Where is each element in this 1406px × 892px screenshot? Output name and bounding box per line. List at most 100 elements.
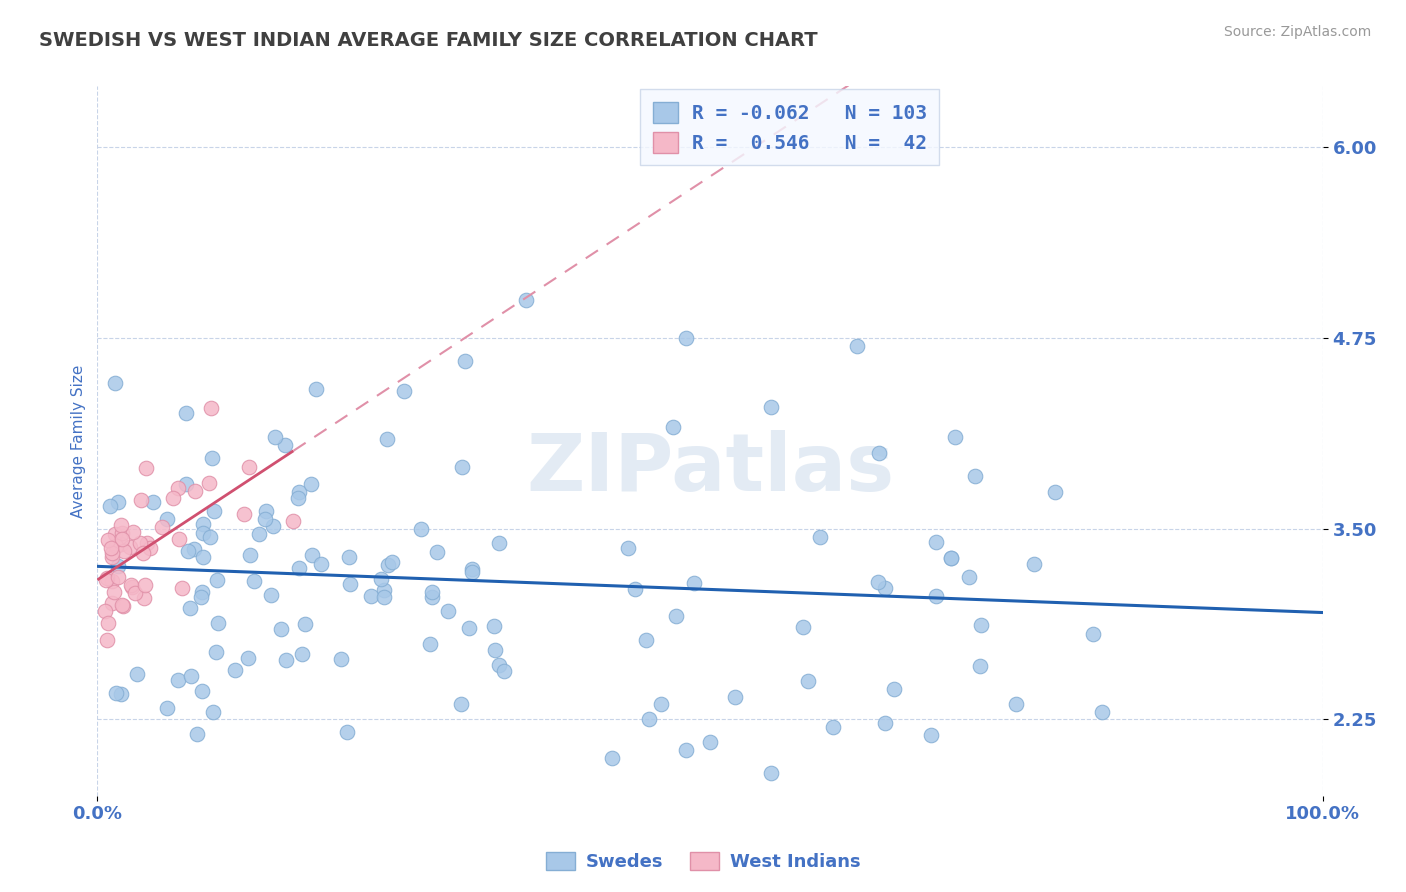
- Point: [170, 581, 193, 595]
- Point: [101, 574, 124, 588]
- Point: [238, 460, 260, 475]
- Point: [287, 491, 309, 505]
- Point: [180, 668, 202, 682]
- Point: [821, 720, 844, 734]
- Point: [176, 477, 198, 491]
- Point: [873, 716, 896, 731]
- Point: [461, 565, 484, 579]
- Point: [683, 576, 706, 591]
- Point: [939, 550, 962, 565]
- Point: [111, 532, 134, 546]
- Point: [436, 604, 458, 618]
- Point: [617, 541, 640, 556]
- Point: [330, 651, 353, 665]
- Point: [110, 687, 132, 701]
- Point: [451, 460, 474, 475]
- Point: [309, 558, 332, 572]
- Point: [111, 598, 134, 612]
- Point: [375, 432, 398, 446]
- Point: [515, 293, 537, 307]
- Point: [205, 573, 228, 587]
- Point: [458, 621, 481, 635]
- Text: ZIPatlas: ZIPatlas: [526, 431, 894, 508]
- Point: [454, 354, 477, 368]
- Text: Source: ZipAtlas.com: Source: ZipAtlas.com: [1223, 25, 1371, 39]
- Point: [426, 545, 449, 559]
- Point: [97, 533, 120, 548]
- Point: [301, 548, 323, 562]
- Point: [969, 659, 991, 673]
- Point: [96, 571, 118, 585]
- Point: [305, 382, 328, 396]
- Point: [103, 585, 125, 599]
- Point: [873, 582, 896, 596]
- Legend: R = -0.062   N = 103, R =  0.546   N =  42: R = -0.062 N = 103, R = 0.546 N = 42: [640, 89, 939, 165]
- Point: [264, 430, 287, 444]
- Point: [883, 681, 905, 696]
- Point: [665, 608, 688, 623]
- Point: [174, 406, 197, 420]
- Point: [957, 570, 980, 584]
- Point: [104, 376, 127, 390]
- Point: [259, 588, 281, 602]
- Y-axis label: Average Family Size: Average Family Size: [72, 364, 86, 517]
- Point: [650, 697, 672, 711]
- Point: [337, 549, 360, 564]
- Point: [198, 530, 221, 544]
- Point: [792, 620, 814, 634]
- Point: [191, 550, 214, 565]
- Point: [150, 520, 173, 534]
- Point: [392, 384, 415, 399]
- Point: [370, 572, 392, 586]
- Point: [846, 339, 869, 353]
- Point: [96, 632, 118, 647]
- Point: [112, 599, 135, 614]
- Point: [373, 590, 395, 604]
- Point: [167, 673, 190, 688]
- Point: [634, 633, 657, 648]
- Point: [290, 648, 312, 662]
- Point: [675, 331, 697, 345]
- Point: [339, 577, 361, 591]
- Point: [1081, 627, 1104, 641]
- Point: [943, 430, 966, 444]
- Point: [925, 535, 948, 549]
- Point: [156, 512, 179, 526]
- Point: [1022, 557, 1045, 571]
- Point: [98, 500, 121, 514]
- Point: [377, 558, 399, 572]
- Point: [201, 705, 224, 719]
- Point: [970, 618, 993, 632]
- Point: [156, 700, 179, 714]
- Point: [107, 570, 129, 584]
- Point: [103, 526, 125, 541]
- Point: [939, 551, 962, 566]
- Point: [135, 535, 157, 549]
- Point: [270, 622, 292, 636]
- Point: [699, 735, 721, 749]
- Point: [166, 481, 188, 495]
- Point: [868, 446, 890, 460]
- Legend: Swedes, West Indians: Swedes, West Indians: [538, 845, 868, 879]
- Point: [111, 526, 134, 541]
- Point: [179, 601, 201, 615]
- Point: [797, 674, 820, 689]
- Point: [132, 546, 155, 560]
- Point: [110, 517, 132, 532]
- Point: [336, 725, 359, 739]
- Point: [868, 574, 890, 589]
- Point: [184, 483, 207, 498]
- Point: [112, 543, 135, 558]
- Point: [381, 555, 404, 569]
- Point: [127, 666, 149, 681]
- Point: [262, 518, 284, 533]
- Point: [373, 582, 395, 597]
- Point: [139, 541, 162, 555]
- Point: [411, 522, 433, 536]
- Point: [104, 685, 127, 699]
- Point: [224, 663, 246, 677]
- Point: [492, 664, 515, 678]
- Point: [129, 536, 152, 550]
- Point: [637, 713, 659, 727]
- Point: [419, 637, 441, 651]
